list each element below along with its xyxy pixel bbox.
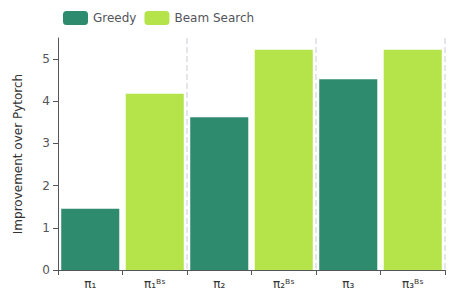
svg-text:π₃ᴮˢ: π₃ᴮˢ [402, 277, 424, 291]
svg-text:5: 5 [42, 52, 50, 66]
svg-text:Improvement over Pytorch: Improvement over Pytorch [11, 74, 25, 234]
svg-text:3: 3 [42, 136, 50, 150]
svg-text:2: 2 [42, 179, 50, 193]
svg-text:0: 0 [42, 263, 50, 277]
svg-text:π₁: π₁ [84, 277, 96, 291]
svg-text:Greedy: Greedy [93, 11, 136, 25]
svg-text:π₂ᴮˢ: π₂ᴮˢ [273, 277, 295, 291]
svg-text:π₂: π₂ [213, 277, 225, 291]
svg-text:π₃: π₃ [342, 277, 354, 291]
svg-text:Beam Search: Beam Search [174, 11, 254, 25]
svg-text:1: 1 [42, 221, 50, 235]
svg-text:π₁ᴮˢ: π₁ᴮˢ [144, 277, 166, 291]
svg-text:4: 4 [42, 94, 50, 108]
